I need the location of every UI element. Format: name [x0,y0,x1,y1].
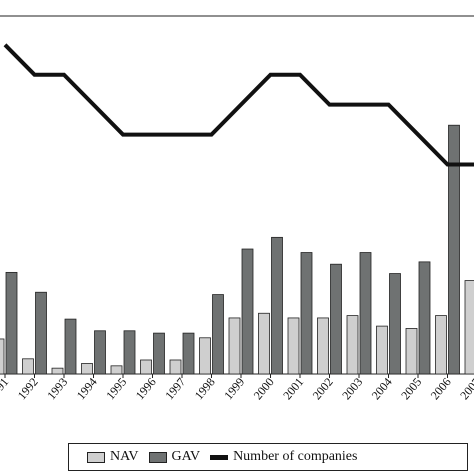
bar-gav-1991 [5,271,18,375]
x-tick-label-1992: 1992 [15,375,41,402]
bar-gav-1993 [64,318,77,375]
legend-item-companies: Number of companies [210,449,357,465]
legend-label-gav: GAV [171,449,201,464]
bar-gav-1996 [153,332,165,375]
x-tick-label-2006: 2006 [428,375,454,402]
legend-label-companies: Number of companies [233,449,358,464]
bar-nav-2002 [317,317,329,375]
legend-swatch-companies [210,454,229,460]
legend-item-nav: NAV [87,449,139,465]
x-tick-label-2000: 2000 [251,375,277,402]
bar-nav-2001 [287,317,300,375]
x-tick-label-1991: 1991 [0,375,11,402]
bar-nav-1995 [110,365,123,375]
x-tick-label-1997: 1997 [162,375,188,402]
bar-gav-2006 [448,124,460,375]
legend-label-nav: NAV [110,449,139,464]
x-tick-label-1993: 1993 [44,375,70,402]
x-tick-label-2001: 2001 [280,375,306,402]
bar-gav-2005 [418,261,431,375]
chart-legend: NAV GAV Number of companies [68,443,468,471]
legend-swatch-nav [87,451,105,463]
x-tick-label-1994: 1994 [74,375,100,402]
x-tick-label-2004: 2004 [369,375,395,402]
bar-nav-2004 [376,325,388,375]
x-tick-label-2002: 2002 [310,375,336,402]
bar-gav-1992 [35,291,47,375]
bar-gav-1999 [241,248,254,375]
bar-gav-1998 [212,294,224,375]
bar-nav-1993 [51,367,64,375]
x-tick-label-2003: 2003 [339,375,365,402]
x-tick-label-1996: 1996 [133,375,159,402]
bar-gav-1995 [123,330,136,375]
bar-nav-2003 [346,315,359,375]
legend-item-gav: GAV [148,449,201,465]
bar-nav-1991 [0,338,5,375]
bar-gav-2002 [330,263,342,375]
bar-nav-2000 [258,312,270,375]
bar-gav-1994 [94,330,106,375]
legend-swatch-gav [148,451,167,463]
bar-gav-1997 [182,332,195,375]
bar-gav-2000 [271,236,283,375]
bar-gav-2004 [389,273,401,375]
bar-nav-1998 [199,337,211,375]
x-tick-label-2005: 2005 [398,375,424,402]
x-tick-label-2007: 2007 [457,375,474,402]
bar-gav-2003 [359,252,372,375]
bar-gav-2001 [300,252,313,375]
bar-nav-1994 [81,363,93,375]
line-number-of-companies [3,43,474,167]
bar-nav-2007 [464,280,474,375]
bar-nav-2006 [435,315,447,375]
x-tick-label-1999: 1999 [221,375,247,402]
x-tick-label-1995: 1995 [103,375,129,402]
bar-nav-2005 [405,328,418,375]
x-tick-label-1998: 1998 [192,375,218,402]
bar-nav-1992 [22,358,34,375]
bar-nav-1996 [140,359,152,375]
bar-nav-1997 [169,359,182,375]
bar-nav-1999 [228,317,241,375]
